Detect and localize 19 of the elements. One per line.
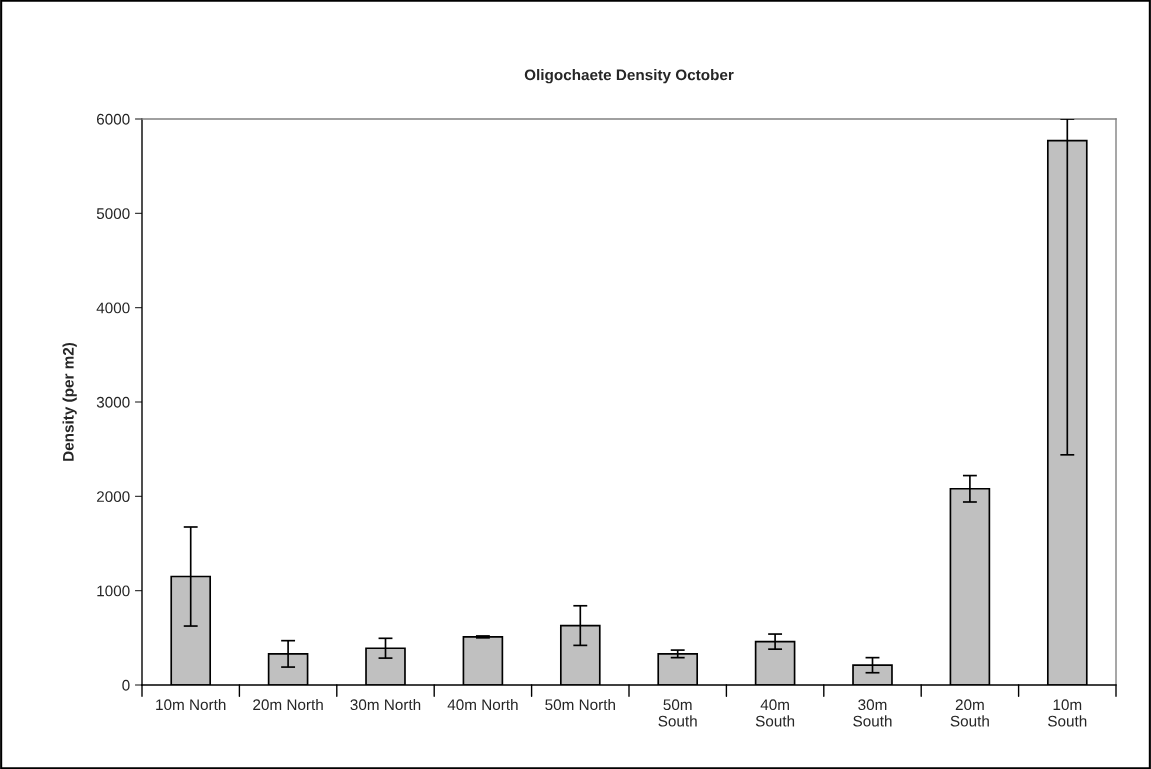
x-tick-label: 20m South <box>950 699 989 727</box>
x-tick-label: 40m South <box>755 699 795 727</box>
x-tick-label: 10m South <box>1048 699 1087 727</box>
x-tick-label: 30m South <box>853 699 892 727</box>
x-tick-label: 50m North <box>545 698 615 711</box>
x-tick-label: 10m North <box>156 698 226 711</box>
y-tick-label: 4000 <box>96 302 130 314</box>
x-tick-label: 40m North <box>447 698 518 711</box>
x-tick-label: 30m North <box>350 698 421 711</box>
y-tick-label: 1000 <box>97 585 130 597</box>
chart-title: Oligochaete Density October <box>524 69 734 84</box>
y-tick-label: 5000 <box>96 208 130 220</box>
x-tick-label: 50m South <box>658 699 697 727</box>
x-tick-label: 20m North <box>253 698 323 711</box>
y-tick-label: 3000 <box>96 396 130 408</box>
y-tick-label: 2000 <box>96 491 130 503</box>
y-axis-title: Density (per m2) <box>62 342 77 461</box>
y-tick-label: 6000 <box>96 113 130 125</box>
y-tick-label: 0 <box>122 679 130 691</box>
